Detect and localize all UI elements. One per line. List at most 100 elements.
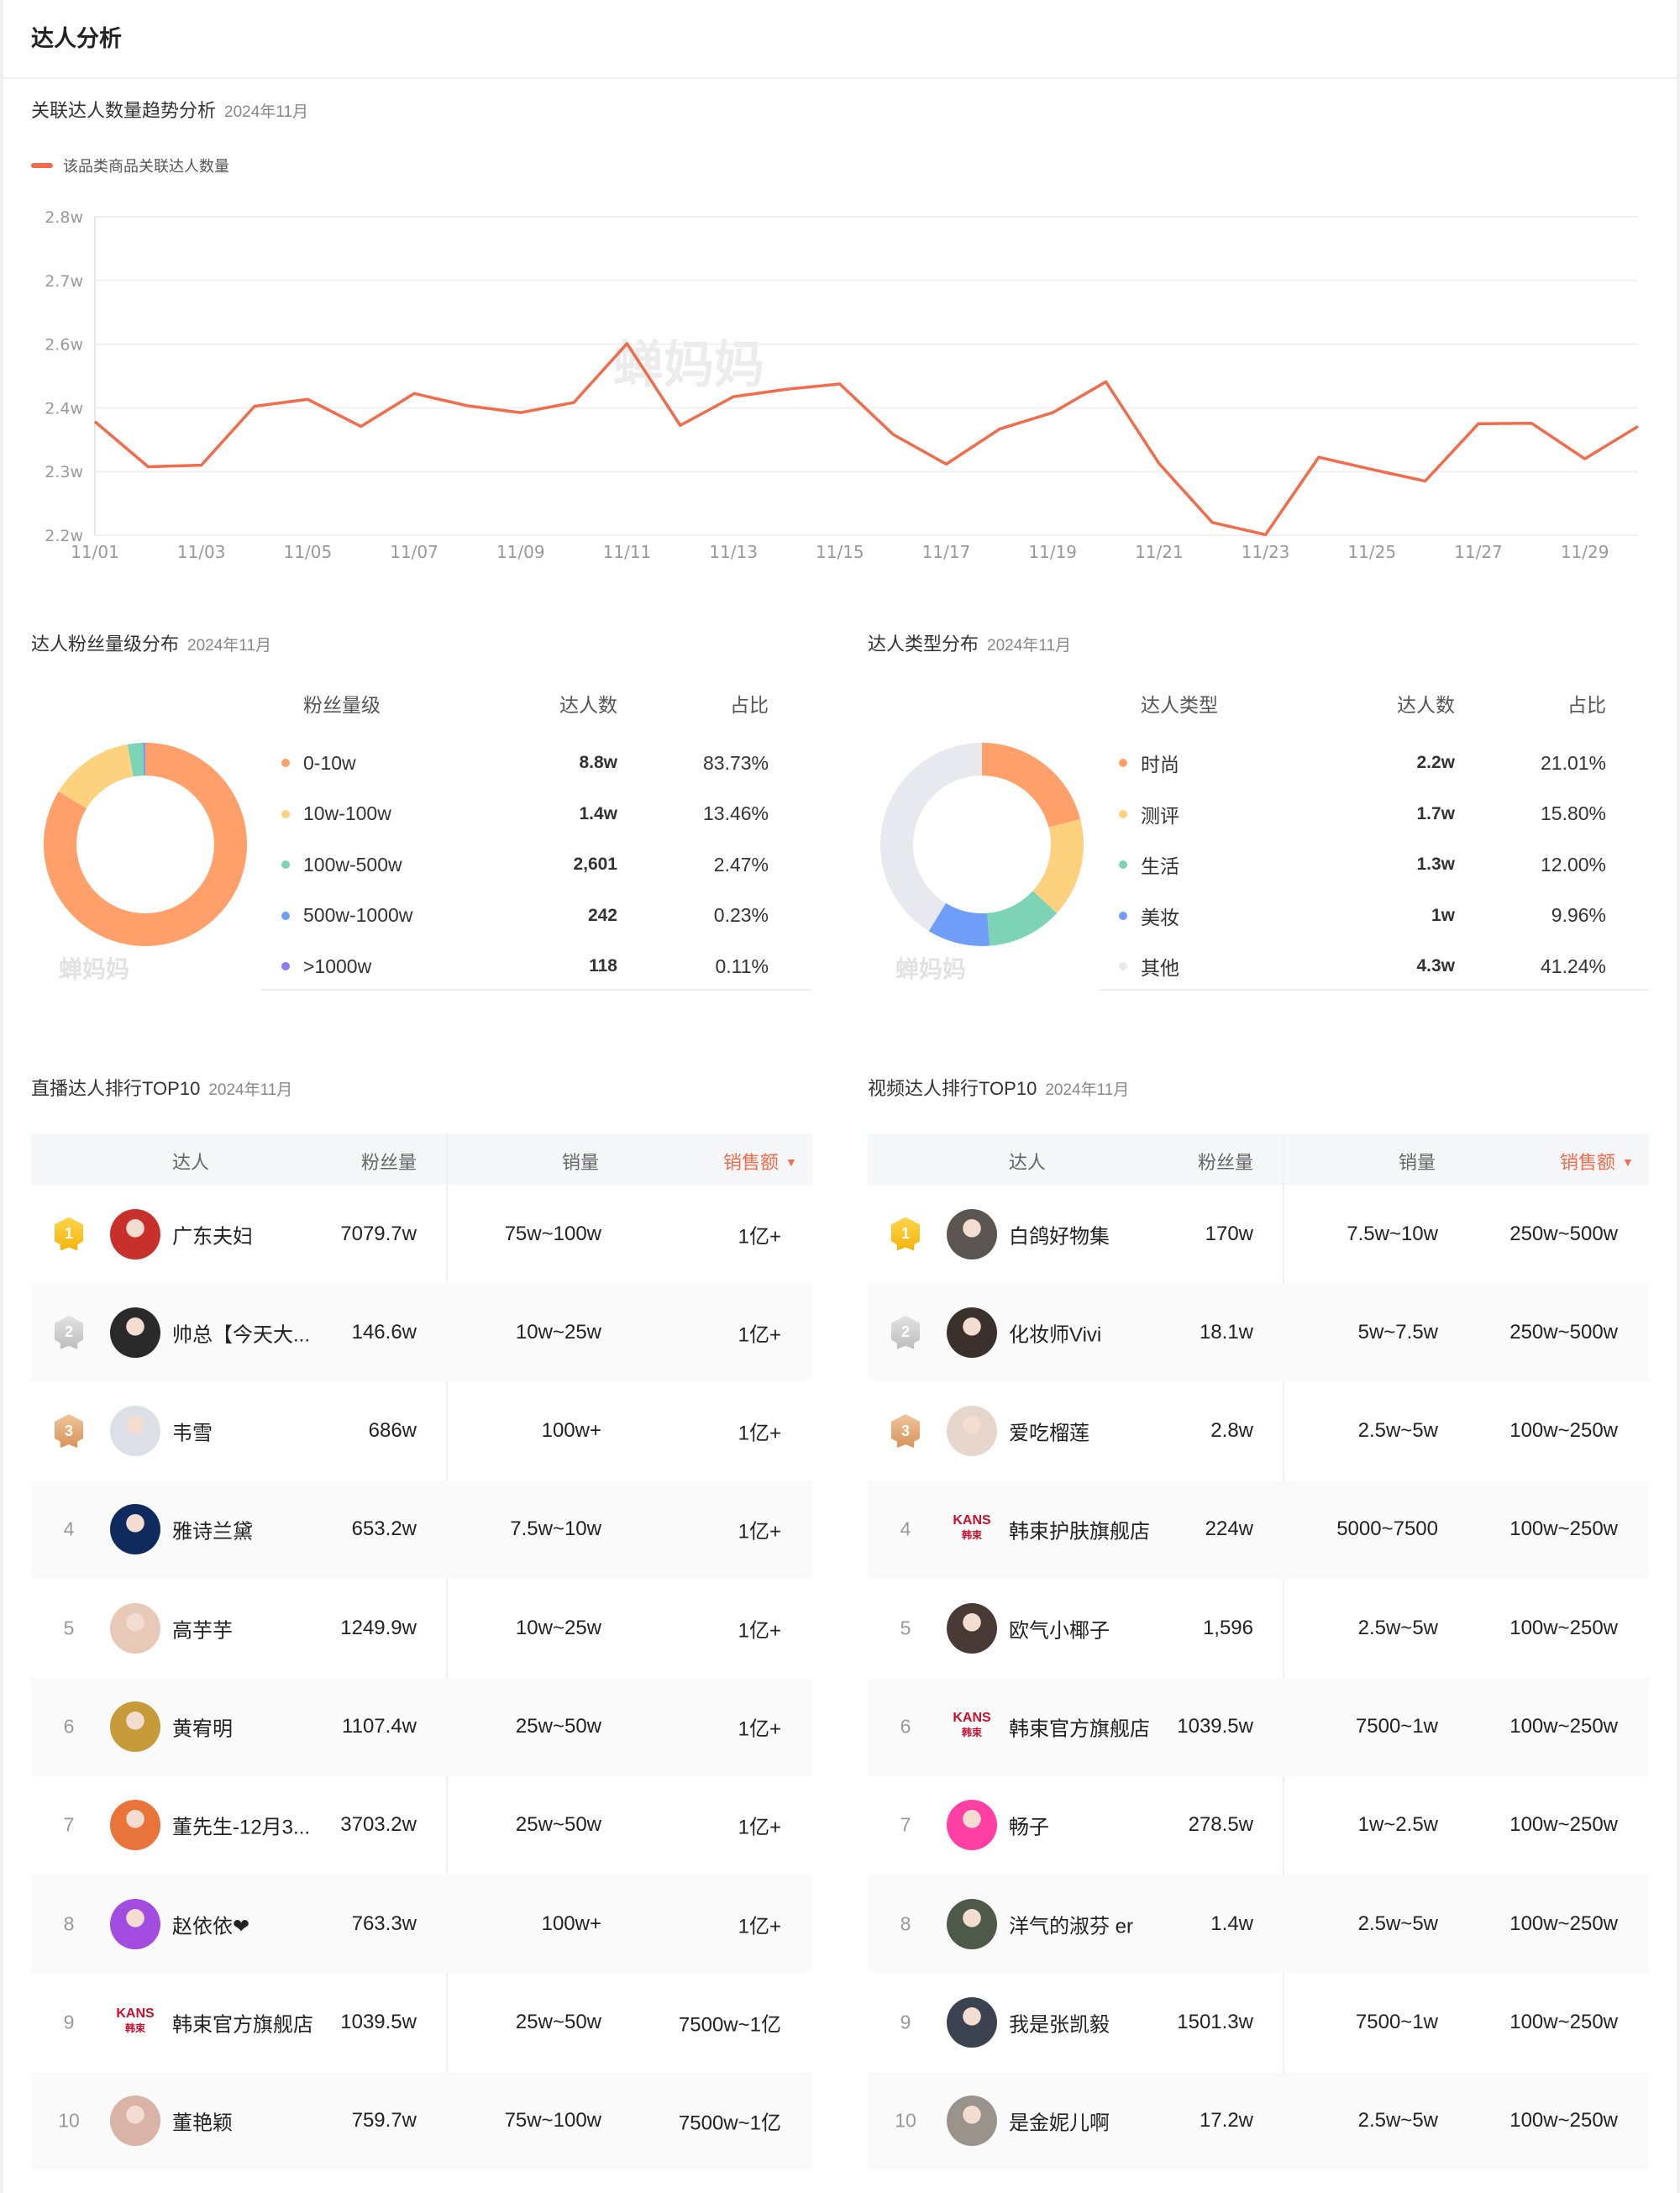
table-row[interactable]: 2 帅总【今天大... 146.6w 10w~25w 1亿+ (31, 1283, 812, 1382)
data-point[interactable] (888, 429, 898, 439)
avatar[interactable] (947, 1208, 997, 1260)
table-row[interactable]: 5 欧气小椰子 1,596 2.5w~5w 100w~250w (868, 1579, 1649, 1677)
talent-name-link[interactable]: 欧气小椰子 (1009, 1619, 1110, 1643)
avatar[interactable] (110, 1504, 160, 1555)
avatar[interactable] (110, 1898, 160, 1949)
donut-slice[interactable] (982, 743, 1081, 828)
data-point[interactable] (1261, 529, 1271, 539)
table-row[interactable]: 6 黄宥明 1107.4w 25w~50w 1亿+ (31, 1677, 812, 1776)
talent-name-link[interactable]: 韩束护肤旗舰店 (1009, 1520, 1150, 1544)
dist-row[interactable]: 时尚 2.2w 21.01% (1099, 746, 1648, 780)
table-row[interactable]: 7 董先生-12月3... 3703.2w 25w~50w 1亿+ (31, 1776, 812, 1875)
donut-slice[interactable] (144, 743, 145, 776)
avatar[interactable] (110, 1307, 160, 1358)
table-row[interactable]: 3 韦雪 686w 100w+ 1亿+ (31, 1382, 812, 1480)
talent-name-link[interactable]: 广东夫妇 (172, 1225, 253, 1248)
data-point[interactable] (835, 379, 845, 389)
data-point[interactable] (728, 392, 738, 402)
talent-name-link[interactable]: 黄宥明 (172, 1717, 233, 1741)
table-row[interactable]: 6 KANS 韩束 韩束官方旗舰店 1039.5w 7500~1w 100w~250w (868, 1677, 1649, 1776)
talent-name-link[interactable]: 董先生-12月3... (172, 1816, 311, 1839)
table-row[interactable]: 3 爱吃榴莲 2.8w 2.5w~5w 100w~250w (868, 1382, 1649, 1480)
data-point[interactable] (942, 459, 952, 469)
donut-slice[interactable] (58, 744, 134, 809)
table-row[interactable]: 10 董艳颖 759.7w 75w~100w 7500w~1亿 (31, 2071, 812, 2170)
data-point[interactable] (1526, 418, 1536, 429)
avatar[interactable] (110, 1406, 160, 1457)
dist-row[interactable]: 美妆 1w 9.96% (1099, 899, 1648, 933)
donut-slice[interactable] (1032, 818, 1084, 913)
header-revenue-sort[interactable]: 销售额 ▼ (1560, 1148, 1634, 1175)
avatar[interactable] (110, 1701, 160, 1752)
dist-row[interactable]: 测评 1.7w 15.80% (1099, 797, 1648, 831)
data-point[interactable] (143, 462, 153, 472)
talent-name-link[interactable]: 高芋芋 (172, 1619, 233, 1643)
data-point[interactable] (90, 417, 100, 427)
data-point[interactable] (1101, 376, 1111, 387)
data-point[interactable] (249, 402, 260, 412)
dist-row[interactable]: 500w-1000w 242 0.23% (261, 899, 811, 933)
talent-name-link[interactable]: 赵依依❤ (172, 1915, 250, 1938)
avatar[interactable] (947, 1406, 997, 1457)
avatar[interactable] (110, 1800, 160, 1851)
avatar[interactable] (947, 1602, 997, 1654)
data-point[interactable] (1207, 518, 1217, 528)
data-point[interactable] (675, 420, 685, 430)
talent-name-link[interactable]: 白鸽好物集 (1009, 1225, 1110, 1248)
table-row[interactable]: 4 KANS 韩束 韩束护肤旗舰店 224w 5000~7500 100w~250w (868, 1480, 1649, 1579)
avatar[interactable] (947, 1996, 997, 2048)
avatar[interactable] (110, 2096, 160, 2147)
data-point[interactable] (516, 408, 526, 418)
avatar[interactable] (110, 1208, 160, 1260)
talent-name-link[interactable]: 董艳颖 (172, 2111, 233, 2135)
table-row[interactable]: 2 化妆师Vivi 18.1w 5w~7.5w 250w~500w (868, 1283, 1649, 1382)
data-point[interactable] (197, 460, 207, 471)
data-point[interactable] (1473, 418, 1483, 429)
data-point[interactable] (356, 422, 366, 432)
data-point[interactable] (622, 339, 632, 349)
table-row[interactable]: 7 畅子 278.5w 1w~2.5w 100w~250w (868, 1776, 1649, 1875)
avatar[interactable] (947, 1307, 997, 1358)
table-row[interactable]: 8 赵依依❤ 763.3w 100w+ 1亿+ (31, 1875, 812, 1974)
talent-name-link[interactable]: 雅诗兰黛 (172, 1520, 253, 1544)
data-point[interactable] (1420, 476, 1431, 486)
data-point[interactable] (462, 401, 472, 411)
dist-row[interactable]: 100w-500w 2,601 2.47% (261, 848, 811, 881)
donut-slice[interactable] (127, 743, 144, 777)
data-point[interactable] (995, 424, 1005, 434)
avatar[interactable] (110, 1602, 160, 1654)
donut-slice[interactable] (880, 743, 982, 932)
donut-slice[interactable] (43, 743, 248, 946)
donut-slice[interactable] (928, 902, 990, 946)
table-row[interactable]: 8 洋气的淑芬 er 1.4w 2.5w~5w 100w~250w (868, 1875, 1649, 1974)
talent-name-link[interactable]: 洋气的淑芬 er (1009, 1915, 1134, 1938)
talent-name-link[interactable]: 化妆师Vivi (1009, 1323, 1102, 1347)
talent-name-link[interactable]: 我是张凯毅 (1009, 2013, 1110, 2037)
table-row[interactable]: 5 高芋芋 1249.9w 10w~25w 1亿+ (31, 1579, 812, 1677)
header-revenue-sort[interactable]: 销售额 ▼ (723, 1148, 797, 1175)
data-point[interactable] (1367, 465, 1377, 475)
table-row[interactable]: 1 白鸽好物集 170w 7.5w~10w 250w~500w (868, 1185, 1649, 1283)
talent-name-link[interactable]: 帅总【今天大... (172, 1323, 311, 1347)
data-point[interactable] (1633, 422, 1643, 432)
dist-row[interactable]: 10w-100w 1.4w 13.46% (261, 797, 811, 831)
avatar[interactable] (947, 1898, 997, 1949)
data-point[interactable] (1314, 452, 1324, 462)
talent-name-link[interactable]: 畅子 (1009, 1816, 1049, 1839)
donut-slice[interactable] (143, 743, 145, 776)
avatar[interactable] (947, 2096, 997, 2147)
data-point[interactable] (1580, 454, 1590, 464)
talent-name-link[interactable]: 是金妮儿啊 (1009, 2111, 1110, 2135)
donut-slice[interactable] (987, 891, 1058, 946)
table-row[interactable]: 9 KANS 韩束 韩束官方旗舰店 1039.5w 25w~50w 7500w~1亿 (31, 1973, 812, 2071)
table-row[interactable]: 1 广东夫妇 7079.7w 75w~100w 1亿+ (31, 1185, 812, 1283)
talent-name-link[interactable]: 韦雪 (172, 1422, 213, 1445)
talent-name-link[interactable]: 韩束官方旗舰店 (1009, 1717, 1150, 1741)
dist-row[interactable]: 0-10w 8.8w 83.73% (261, 746, 811, 780)
talent-name-link[interactable]: 爱吃榴莲 (1009, 1422, 1089, 1445)
data-point[interactable] (302, 394, 312, 404)
data-point[interactable] (781, 384, 791, 394)
data-point[interactable] (1047, 408, 1058, 418)
talent-name-link[interactable]: 韩束官方旗舰店 (172, 2013, 313, 2037)
data-point[interactable] (1154, 459, 1164, 469)
